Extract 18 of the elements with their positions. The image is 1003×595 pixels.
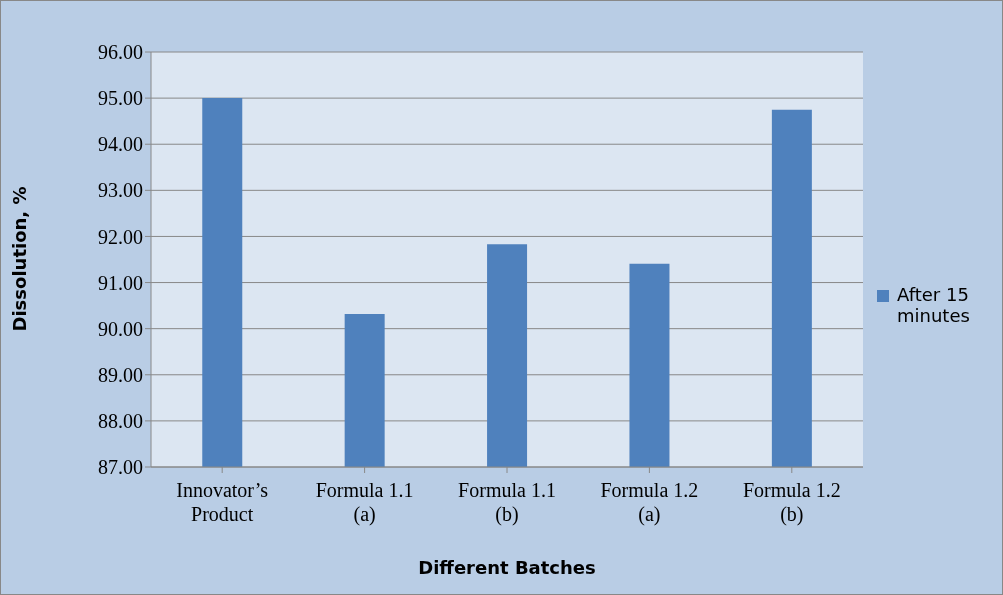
y-tick-label: 93.00 (98, 179, 143, 202)
legend-label: After 15 minutes (897, 284, 971, 326)
x-axis-title: Different Batches (417, 557, 597, 578)
y-axis-title: Dissolution, % (8, 186, 30, 332)
y-tick-label: 91.00 (98, 271, 143, 294)
y-tick-label: 89.00 (98, 363, 143, 386)
y-tick-label: 94.00 (98, 133, 143, 156)
y-tick-label: 96.00 (98, 41, 143, 64)
x-tick-label: Formula 1.1 (b) (458, 479, 556, 526)
x-tick-label: Formula 1.2 (a) (600, 479, 699, 526)
x-tick-label: Formula 1.2 (b) (742, 479, 841, 526)
y-tick-label: 87.00 (98, 456, 143, 479)
x-tick-label: Formula 1.1 (a) (315, 479, 414, 526)
y-tick-label: 88.00 (98, 409, 143, 432)
y-tick-label: 90.00 (98, 317, 143, 340)
x-tick-label: Innovator’s Product (176, 479, 269, 525)
y-tick-label: 95.00 (98, 87, 143, 110)
y-tick-label: 92.00 (98, 225, 143, 248)
